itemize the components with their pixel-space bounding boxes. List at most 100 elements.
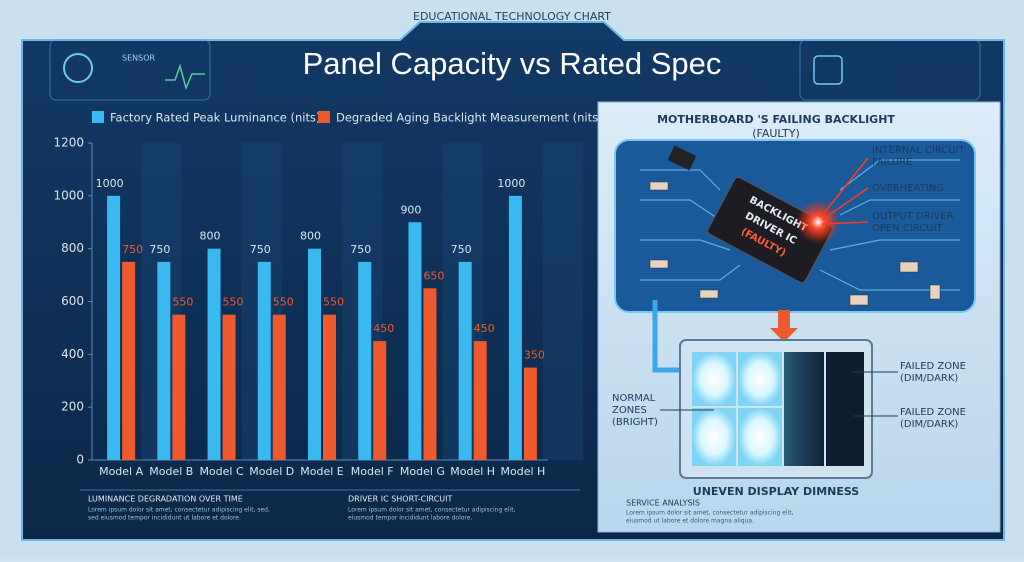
bar xyxy=(172,314,186,460)
value-label: 1000 xyxy=(497,177,525,190)
status-icon xyxy=(813,55,843,85)
components xyxy=(649,181,941,306)
callout: INTERNAL CIRCUIT xyxy=(872,145,966,156)
band xyxy=(542,143,584,460)
callouts: INTERNAL CIRCUIT FAILURE OVERHEATING OUT… xyxy=(872,145,966,234)
value-label: 800 xyxy=(200,230,221,243)
footer-title: LUMINANCE DEGRADATION OVER TIME xyxy=(88,495,243,504)
value-label: 550 xyxy=(273,296,294,309)
value-label: 750 xyxy=(250,243,271,256)
bar xyxy=(272,314,286,460)
bar xyxy=(157,261,171,460)
x-tick-label: Model H xyxy=(450,465,495,478)
status-box xyxy=(799,39,981,101)
traces xyxy=(640,159,960,291)
zone-label: NORMAL xyxy=(612,393,656,404)
y-tick-label: 1200 xyxy=(53,136,84,150)
value-label: 750 xyxy=(451,243,472,256)
value-label: 800 xyxy=(300,230,321,243)
footer-title: SERVICE ANALYSIS xyxy=(626,499,700,508)
callout: FAILURE xyxy=(872,157,912,168)
sensor-box xyxy=(49,39,211,101)
value-label: 450 xyxy=(373,322,394,335)
bar xyxy=(257,261,271,460)
arrow xyxy=(770,310,798,342)
sensor-wave xyxy=(165,63,205,91)
zone-labels: NORMAL ZONES (BRIGHT) FAILED ZONE (DIM/D… xyxy=(612,361,966,430)
y-tick-label: 1000 xyxy=(53,188,84,202)
zone-label: (BRIGHT) xyxy=(612,417,658,428)
zone-label: (DIM/DARK) xyxy=(900,373,958,384)
bar xyxy=(373,341,387,460)
bar xyxy=(107,195,121,461)
footer-title: DRIVER IC SHORT-CIRCUIT xyxy=(348,495,453,504)
zone-label: FAILED ZONE xyxy=(900,361,966,372)
value-label: 450 xyxy=(474,322,495,335)
x-tick-label: Model H xyxy=(500,465,545,478)
callout-lines xyxy=(819,157,869,225)
y-tick-label: 400 xyxy=(61,347,84,361)
value-label: 550 xyxy=(172,296,193,309)
kicker: EDUCATIONAL TECHNOLOGY CHART xyxy=(413,10,611,23)
diagram-title: (FAULTY) xyxy=(752,127,800,140)
callout: OVERHEATING xyxy=(872,183,944,194)
bar xyxy=(473,341,487,460)
zone-label: ZONES xyxy=(612,405,647,416)
x-tick-label: Model G xyxy=(400,465,445,478)
caption: UNEVEN DISPLAY DIMNESS xyxy=(693,485,860,498)
footer-text: Lorem ipsum dolor sit amet, consectetur … xyxy=(626,510,794,517)
x-tick-label: Model A xyxy=(99,465,144,478)
bar xyxy=(458,261,472,460)
callout: OUTPUT DRIVER xyxy=(872,211,954,222)
x-tick-label: Model B xyxy=(149,465,193,478)
value-label: 750 xyxy=(149,243,170,256)
chart: 0 200 400 600 800 1000 1200 Factory Rated Peak … xyxy=(53,111,602,479)
bar xyxy=(358,261,372,460)
hotspot xyxy=(796,200,840,244)
component xyxy=(667,145,697,171)
legend-label: Factory Rated Peak Luminance (nits) xyxy=(110,111,320,125)
bar xyxy=(207,248,221,460)
legend-label: Degraded Aging Backlight Measurement (ni… xyxy=(336,111,603,125)
y-tick-label: 600 xyxy=(61,294,84,308)
footer-text: eiusmod tempor incididunt labore dolore. xyxy=(348,515,472,522)
value-label: 350 xyxy=(524,349,545,362)
value-label: 550 xyxy=(323,296,344,309)
zone-label: (DIM/DARK) xyxy=(900,419,958,430)
y-tick-label: 0 xyxy=(76,453,84,467)
value-label: 550 xyxy=(223,296,244,309)
chart-title: Panel Capacity vs Rated Spec xyxy=(303,46,722,81)
zone-label: FAILED ZONE xyxy=(900,407,966,418)
x-tick-label: Model E xyxy=(300,465,344,478)
bar xyxy=(523,367,537,460)
arrow xyxy=(652,300,680,373)
footer-text: Lorem ipsum dolor sit amet, consectetur … xyxy=(88,507,270,514)
bar xyxy=(122,261,136,460)
value-label: 900 xyxy=(400,203,421,216)
bar xyxy=(508,195,522,461)
bar xyxy=(408,222,422,460)
bar xyxy=(423,288,437,460)
x-tick-label: Model F xyxy=(351,465,394,478)
sensor-icon xyxy=(63,53,93,83)
bar xyxy=(308,248,321,460)
chip: BACKLIGHT DRIVER IC (FAULTY) xyxy=(707,176,833,284)
bar xyxy=(323,314,336,460)
footer-text: Lorem ipsum dolor sit amet, consectetur … xyxy=(348,507,516,514)
legend-swatch xyxy=(318,111,330,123)
x-tick-label: Model D xyxy=(249,465,294,478)
value-label: 750 xyxy=(122,243,143,256)
sensor-label: SENSOR xyxy=(122,54,155,63)
y-tick-label: 800 xyxy=(61,241,84,255)
zones xyxy=(692,352,864,466)
value-label: 650 xyxy=(423,269,444,282)
footer-text: sed eiusmod tempor incididunt ut labore … xyxy=(88,515,241,522)
callout: OPEN CIRCUIT xyxy=(872,223,944,234)
footer: LUMINANCE DEGRADATION OVER TIME Lorem ip… xyxy=(80,489,794,525)
x-tick-label: Model C xyxy=(199,465,244,478)
diagram-title: MOTHERBOARD 'S FAILING BACKLIGHT xyxy=(657,113,895,126)
value-label: 750 xyxy=(350,243,371,256)
y-tick-label: 200 xyxy=(61,400,84,414)
value-label: 1000 xyxy=(96,177,124,190)
